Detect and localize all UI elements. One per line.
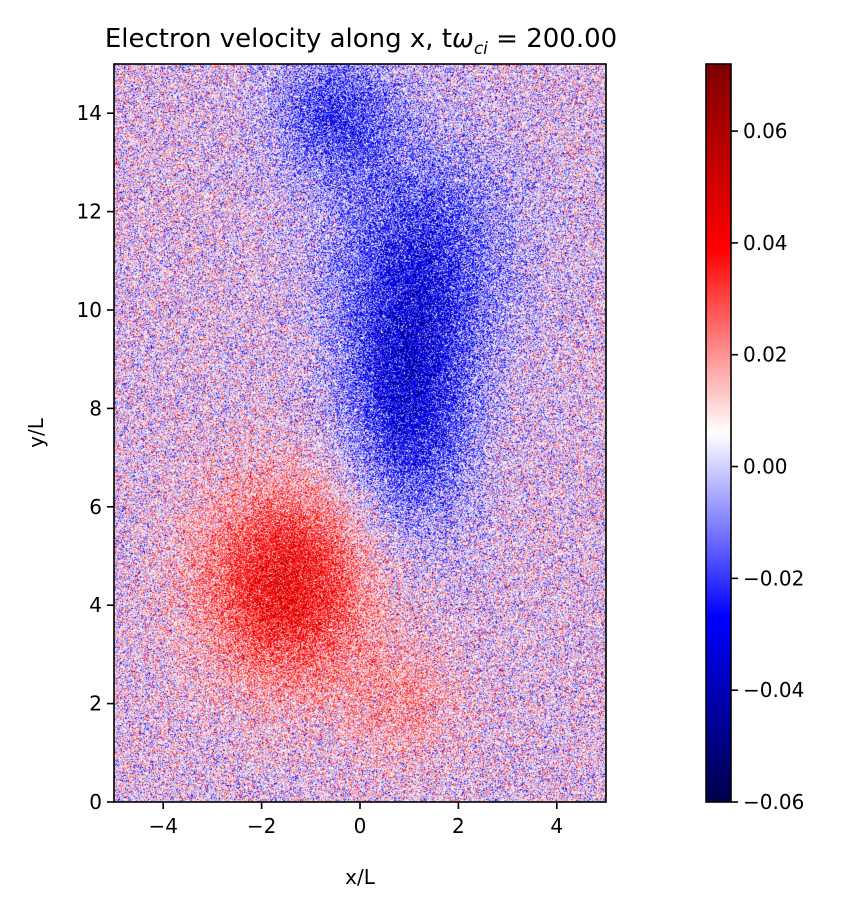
y-tick-label: 2 [89,692,102,716]
colorbar-tick-label: −0.06 [743,790,804,814]
colorbar-tick-label: −0.02 [743,566,804,590]
x-axis: −4 −2 0 2 4 [148,802,563,838]
colorbar-tick-label: 0.02 [743,343,788,367]
x-tick-label: −4 [148,814,177,838]
colorbar-tick-label: 0.06 [743,119,788,143]
y-tick-label: 0 [89,790,102,814]
y-axis-label: y/L [24,417,48,448]
y-axis: 0 2 4 6 8 10 12 14 [77,101,114,814]
x-tick-label: 2 [452,814,465,838]
x-tick-label: 4 [550,814,563,838]
y-tick-label: 14 [77,101,102,125]
colorbar-frame [705,63,732,803]
colorbar [706,64,731,802]
y-tick-label: 8 [89,396,102,420]
y-tick-label: 10 [77,298,102,322]
x-tick-label: −2 [247,814,276,838]
colorbar-tick-label: 0.00 [743,455,788,479]
y-tick-label: 12 [77,200,102,224]
x-axis-label: x/L [345,865,376,889]
colorbar-axis: −0.06 −0.04 −0.02 0.00 0.02 0.04 0.06 [731,119,804,814]
colorbar-tick-label: 0.04 [743,231,788,255]
heatmap-image [114,64,606,802]
colorbar-tick-label: −0.04 [743,678,804,702]
y-tick-label: 4 [89,593,102,617]
y-tick-label: 6 [89,495,102,519]
x-tick-label: 0 [354,814,367,838]
chart-title: Electron velocity along x, tωci = 200.00 [105,24,617,59]
